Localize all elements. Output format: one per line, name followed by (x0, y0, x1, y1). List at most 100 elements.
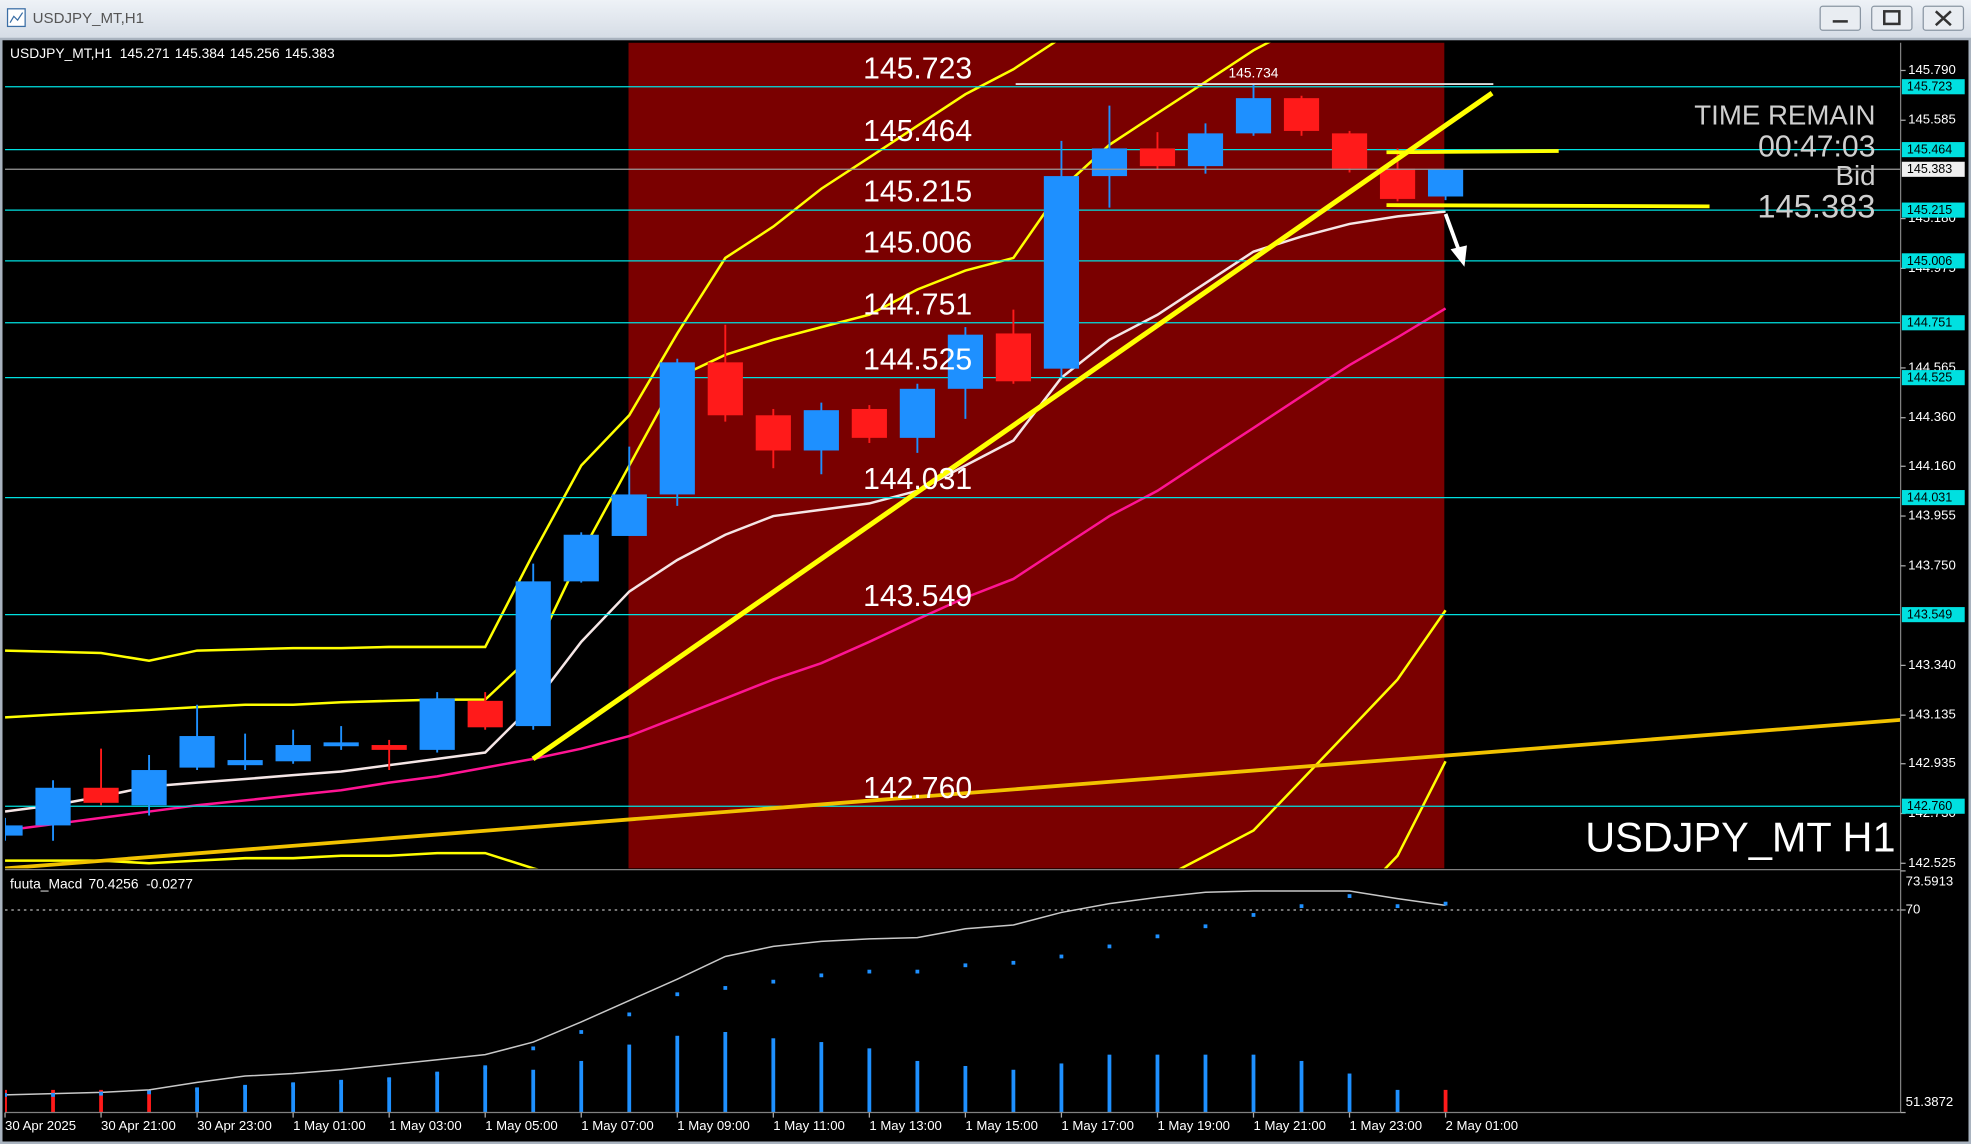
candle-body (803, 410, 839, 451)
bid-value: 145.383 (1757, 188, 1875, 225)
histogram-bar (675, 1035, 680, 1113)
y-tick-label: 142.935 (1908, 755, 1956, 770)
signal-dot (675, 992, 680, 997)
header-close: 145.383 (285, 45, 335, 61)
level-tag (1901, 798, 1965, 814)
y-tick-label: 73.5913 (1906, 874, 1954, 889)
window-buttons (1819, 5, 1965, 31)
histogram-bar (867, 1048, 872, 1113)
time-remain-label: TIME REMAIN (1694, 99, 1875, 130)
y-tick-label: 144.360 (1908, 409, 1956, 424)
histogram-bar (1251, 1054, 1256, 1113)
x-tick-label: 30 Apr 2025 (5, 1118, 76, 1133)
candle-body (83, 787, 119, 803)
y-tick-label: 145.790 (1908, 62, 1956, 77)
histogram-bar (1059, 1063, 1064, 1113)
time-remain: 00:47:03 (1758, 130, 1875, 163)
signal-dot (579, 1030, 584, 1034)
level-label: 144.525 (863, 343, 972, 376)
candle-body (1283, 98, 1320, 131)
histogram-bar (483, 1067, 488, 1113)
window-icon (6, 8, 26, 28)
level-label: 143.549 (863, 580, 972, 613)
level-tag-label: 145.464 (1907, 143, 1952, 157)
candle-body (227, 760, 263, 766)
level-tag (1901, 490, 1965, 506)
signal-dot (627, 1012, 632, 1017)
histogram-bar (147, 1089, 151, 1113)
x-tick-label: 1 May 01:00 (293, 1118, 366, 1133)
histogram-bar (1299, 1060, 1304, 1113)
level-label: 144.751 (863, 288, 972, 321)
candle-body (275, 745, 311, 762)
header-open: 145.271 (120, 45, 170, 61)
signal-dot (1203, 924, 1208, 929)
y-tick-label: 142.525 (1908, 855, 1956, 870)
histogram-bar (723, 1031, 728, 1113)
signal-dot (531, 1046, 536, 1051)
drawings (5, 91, 1901, 869)
signal-dot (1299, 904, 1304, 909)
x-tick-label: 1 May 15:00 (965, 1118, 1038, 1133)
indicator-plot (5, 890, 1901, 1113)
histogram-bar (1203, 1054, 1208, 1113)
candle-body (1427, 169, 1464, 197)
candle-body (1187, 133, 1224, 167)
indicator-line (5, 890, 1446, 1096)
x-tick-label: 1 May 09:00 (677, 1118, 750, 1133)
candle-body (707, 362, 743, 416)
y-tick-label: 51.3872 (1906, 1094, 1954, 1109)
horizontal-mark (1386, 149, 1559, 155)
indicator-line (5, 609, 1447, 869)
signal-dot (1347, 894, 1352, 898)
y-tick-label: 143.340 (1908, 657, 1956, 672)
candle-body (563, 534, 599, 582)
bid-tag (1901, 161, 1965, 177)
level-tag (1901, 79, 1965, 95)
histogram-bar (5, 1089, 7, 1113)
main-plot (5, 42, 1901, 869)
level-tag-label: 145.215 (1907, 203, 1952, 217)
candle-body (419, 698, 455, 750)
level-label: 145.215 (863, 176, 972, 209)
x-tick-label: 1 May 05:00 (485, 1118, 558, 1133)
x-tick-label: 1 May 21:00 (1253, 1118, 1326, 1133)
signal-dot (963, 963, 968, 968)
histogram-bar (1155, 1054, 1160, 1113)
level-tag (1901, 253, 1965, 269)
minimize-button[interactable] (1819, 5, 1862, 31)
histogram-bar (195, 1087, 199, 1113)
candle-body (1139, 148, 1176, 167)
x-tick-label: 2 May 01:00 (1446, 1118, 1519, 1133)
y-tick-label: 143.135 (1908, 707, 1956, 722)
restore-button[interactable] (1871, 5, 1913, 31)
histogram-bar (819, 1042, 824, 1113)
signal-dot (1395, 904, 1400, 909)
candle-body (1235, 98, 1272, 134)
level-tag (1901, 142, 1965, 158)
signal-dot (147, 1090, 151, 1095)
candle-body (1091, 148, 1128, 177)
indicator-value: 70.4256 (89, 875, 139, 891)
x-tick-label: 30 Apr 23:00 (197, 1118, 272, 1133)
window-icon-glyph (9, 12, 24, 23)
level-tag-label: 144.751 (1907, 316, 1952, 330)
candle-body (179, 736, 215, 768)
y-tick-label: 143.955 (1908, 508, 1956, 523)
horizontal-mark (1386, 203, 1710, 209)
candle-body (1379, 168, 1416, 199)
chart-header: USDJPY_MT,H1 145.271 145.384 145.256 145.383 (10, 45, 335, 61)
bid-tag-label: 145.383 (1907, 162, 1952, 176)
histogram-bar (579, 1060, 584, 1113)
signal-dot (339, 1080, 344, 1085)
indicator-line (5, 210, 1446, 813)
candle-body (323, 742, 359, 747)
histogram-bar (1011, 1069, 1016, 1113)
level-tag (1901, 315, 1965, 331)
candle-body (755, 415, 791, 451)
level-tag-label: 142.760 (1907, 799, 1952, 813)
x-tick-label: 1 May 19:00 (1157, 1118, 1230, 1133)
level-label: 145.723 (863, 52, 972, 85)
histogram-bar (531, 1069, 536, 1113)
level-tag-label: 145.723 (1907, 80, 1952, 94)
